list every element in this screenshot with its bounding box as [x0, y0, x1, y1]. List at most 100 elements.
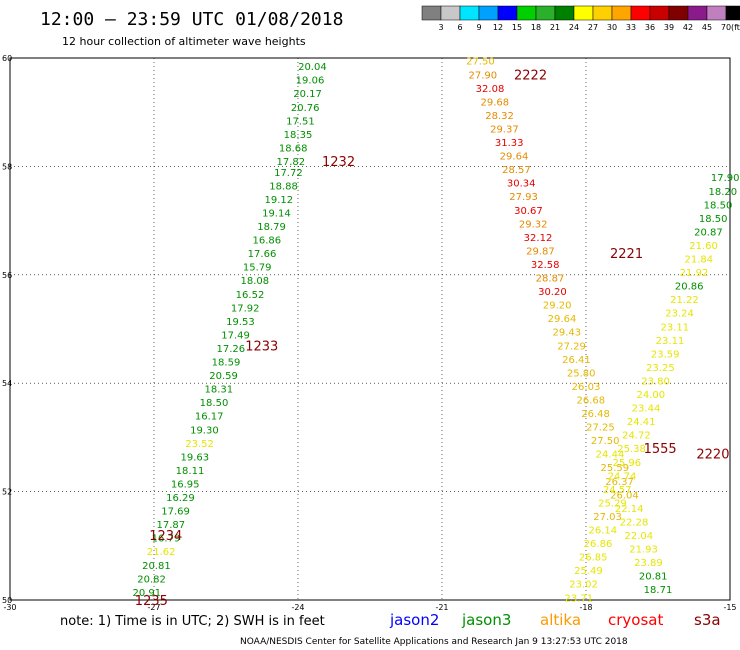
swh-value: 23.11: [660, 322, 689, 333]
swh-value: 24.41: [627, 417, 656, 428]
swh-value: 28.57: [502, 165, 531, 176]
time-label: 2220: [696, 448, 729, 463]
swh-value: 23.24: [665, 309, 694, 320]
swh-value: 27.25: [586, 423, 615, 434]
swh-value: 32.08: [476, 84, 505, 95]
grid-lines: [10, 58, 730, 600]
swh-value: 25.29: [598, 498, 627, 509]
swh-value: 29.32: [519, 219, 548, 230]
color-swatch: [630, 5, 651, 21]
swh-value: 18.79: [257, 222, 286, 233]
x-tick-label: -15: [723, 603, 736, 612]
swh-value: 23.71: [564, 593, 593, 604]
color-scale-label: 30: [607, 23, 617, 32]
swh-value: 17.87: [156, 520, 185, 531]
swh-value: 19.14: [262, 208, 291, 219]
swh-value: 27.50: [466, 57, 495, 68]
color-swatch: [725, 5, 740, 21]
swh-value: 23.80: [641, 376, 670, 387]
swh-value: 19.12: [264, 195, 293, 206]
swh-value: 21.22: [670, 295, 699, 306]
swh-value: 25.38: [617, 444, 646, 455]
color-scale-label: 33: [626, 23, 636, 32]
swh-value: 24.74: [608, 471, 637, 482]
swh-value: 21.62: [147, 547, 176, 558]
time-label: 1235: [135, 594, 168, 609]
swh-value: 18.68: [279, 143, 308, 154]
swh-value: 17.90: [711, 173, 740, 184]
swh-value: 20.17: [293, 89, 322, 100]
swh-value: 29.64: [500, 152, 529, 163]
color-swatch: [554, 5, 575, 21]
swh-value: 29.64: [548, 314, 577, 325]
swh-value: 17.92: [231, 303, 260, 314]
swh-value: 29.37: [490, 124, 519, 135]
swh-value: 29.43: [552, 328, 581, 339]
swh-value: 26.86: [584, 539, 613, 550]
satellite-legend-jason3: jason3: [461, 611, 511, 629]
swh-value: 29.20: [543, 301, 572, 312]
swh-value: 20.04: [298, 62, 327, 73]
swh-value: 27.93: [509, 192, 538, 203]
swh-value: 26.85: [579, 553, 608, 564]
swh-value: 19.63: [180, 452, 209, 463]
swh-value: 26.68: [576, 395, 605, 406]
swh-value: 26.03: [572, 382, 601, 393]
swh-value: 18.50: [704, 200, 733, 211]
swh-value: 30.67: [514, 206, 543, 217]
color-scale-label: 27: [588, 23, 598, 32]
chart-title: 12:00 – 23:59 UTC 01/08/2018: [40, 9, 343, 30]
swh-value: 30.20: [538, 287, 567, 298]
time-label: 1232: [322, 155, 355, 170]
satellite-legend: jason2 jason3 altika cryosat s3a: [389, 611, 721, 629]
satellite-legend-jason2: jason2: [389, 611, 439, 629]
y-tick-label: 58: [2, 162, 12, 171]
time-label: 2221: [610, 247, 643, 262]
y-tick-label: 60: [2, 54, 12, 63]
swh-value: 25.96: [612, 458, 641, 469]
color-scale-label: 9: [476, 23, 481, 32]
swh-value: 26.14: [588, 526, 617, 537]
swh-value: 21.60: [689, 241, 718, 252]
swh-value: 22.14: [615, 504, 644, 515]
swh-value: 18.20: [708, 187, 737, 198]
color-swatch: [421, 5, 442, 21]
color-scale-unit: (ft): [731, 23, 740, 32]
swh-value: 24.72: [622, 431, 651, 442]
y-tick-label: 54: [2, 379, 12, 388]
swh-value: 17.72: [274, 168, 303, 179]
swh-value: 16.17: [195, 412, 224, 423]
swh-value: 20.81: [142, 561, 171, 572]
color-scale-label: 42: [683, 23, 693, 32]
swh-value: 18.11: [176, 466, 205, 477]
swh-value: 15.79: [243, 263, 272, 274]
chart-subtitle: 12 hour collection of altimeter wave hei…: [62, 35, 306, 48]
time-label: 1555: [644, 442, 677, 457]
swh-value: 18.50: [200, 398, 229, 409]
swh-value: 27.29: [557, 341, 586, 352]
y-tick-label: 52: [2, 488, 12, 497]
swh-value: 26.37: [605, 477, 634, 488]
swh-value: 19.30: [190, 425, 219, 436]
x-tick-label: -21: [435, 603, 448, 612]
color-scale-label: 18: [531, 23, 541, 32]
swh-value: 19.53: [226, 317, 255, 328]
swh-value: 32.58: [531, 260, 560, 271]
x-tick-label: -24: [291, 603, 304, 612]
color-scale-label: 6: [457, 23, 462, 32]
color-swatch: [516, 5, 537, 21]
color-swatch: [611, 5, 632, 21]
swh-value: 17.69: [161, 507, 190, 518]
swh-value: 20.87: [694, 227, 723, 238]
color-swatch: [459, 5, 480, 21]
y-tick-label: 50: [2, 596, 12, 605]
swh-value: 20.81: [639, 572, 668, 583]
swh-value: 16.52: [236, 290, 265, 301]
swh-value: 27.50: [591, 436, 620, 447]
swh-value: 18.50: [699, 214, 728, 225]
color-scale-label: 36: [645, 23, 655, 32]
swh-value: 23.44: [632, 404, 661, 415]
swh-value: 18.88: [269, 181, 298, 192]
swh-value: 32.12: [524, 233, 553, 244]
swh-value: 29.87: [526, 246, 555, 257]
